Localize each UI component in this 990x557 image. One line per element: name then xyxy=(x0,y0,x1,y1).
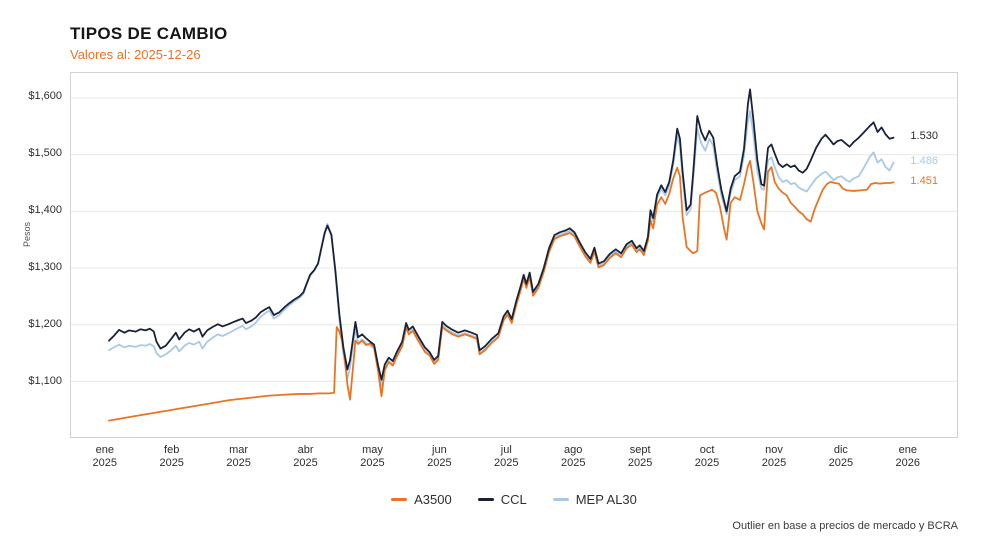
legend-item-a3500: A3500 xyxy=(391,492,452,507)
source-note: Outlier en base a precios de mercado y B… xyxy=(732,520,958,532)
page-title: TIPOS DE CAMBIO xyxy=(70,24,228,43)
line-chart-canvas xyxy=(71,88,957,422)
y-axis-title: Pesos xyxy=(22,221,32,247)
y-tick-label: $1,300 xyxy=(28,261,62,274)
legend: A3500 CCL MEP AL30 xyxy=(70,492,958,507)
x-tick-label: feb 2025 xyxy=(159,444,184,469)
x-tick-label: nov 2025 xyxy=(761,444,787,469)
legend-swatch-a3500 xyxy=(391,498,408,501)
y-tick-label: $1,200 xyxy=(28,318,62,331)
end-label-ccl: 1.530 xyxy=(910,129,938,142)
x-tick-label: abr 2025 xyxy=(293,444,318,469)
end-label-mep-al30: 1.486 xyxy=(910,155,938,168)
legend-swatch-mep-al30 xyxy=(552,498,569,501)
legend-item-ccl: CCL xyxy=(477,492,527,507)
x-tick-label: dic 2025 xyxy=(828,444,854,469)
x-tick-label: oct 2025 xyxy=(694,444,720,469)
y-tick-label: $1,500 xyxy=(28,147,62,160)
legend-label-a3500: A3500 xyxy=(414,492,452,507)
y-tick-label: $1,400 xyxy=(28,204,62,217)
chart-subtitle-date: Valores al: 2025-12-26 xyxy=(70,47,201,62)
x-tick-label: jul 2025 xyxy=(494,444,519,469)
legend-label-ccl: CCL xyxy=(500,492,527,507)
x-tick-label: sept 2025 xyxy=(627,444,653,469)
y-tick-label: $1,100 xyxy=(28,375,62,388)
x-tick-label: ago 2025 xyxy=(560,444,586,469)
legend-item-mep-al30: MEP AL30 xyxy=(552,492,637,507)
legend-label-mep-al30: MEP AL30 xyxy=(575,492,637,507)
x-tick-label: jun 2025 xyxy=(427,444,452,469)
series-line-mep-al30 xyxy=(108,110,895,387)
x-tick-label: mar 2025 xyxy=(226,444,251,469)
series-line-ccl xyxy=(108,88,895,381)
x-tick-label: may 2025 xyxy=(360,444,385,469)
x-tick-label: ene 2025 xyxy=(92,444,118,469)
y-tick-label: $1,600 xyxy=(28,90,62,103)
end-label-a3500: 1.451 xyxy=(910,175,938,188)
x-tick-label: ene 2026 xyxy=(895,444,921,469)
plot-area xyxy=(70,72,958,438)
legend-swatch-ccl xyxy=(477,498,494,501)
